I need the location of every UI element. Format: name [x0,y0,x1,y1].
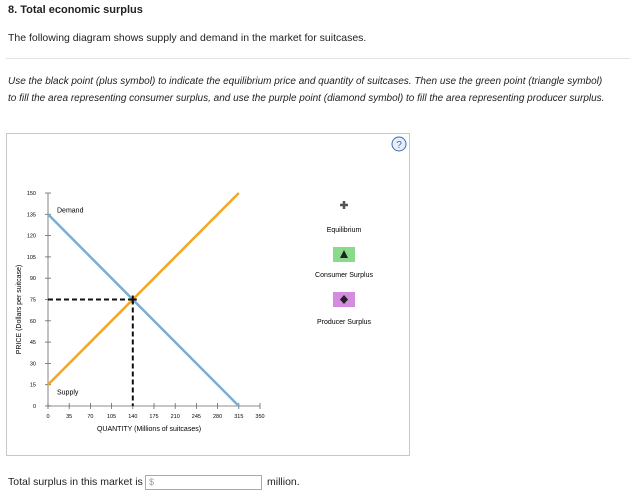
y-axis-label: PRICE (Dollars per suitcase) [16,265,23,354]
line [47,213,240,407]
triangle-icon[interactable] [340,250,348,258]
tool-label[interactable]: Equilibrium [327,227,362,234]
line [47,192,240,386]
x-tick-label: 210 [171,414,180,420]
footer-text: Total surplus in this market is [8,476,143,488]
unit-text: million. [267,476,300,488]
producer-surplus-tool[interactable]: Producer Surplus [317,292,372,326]
equilibrium-point [128,295,137,304]
tool-label[interactable]: Producer Surplus [317,319,372,326]
x-tick-label: 105 [107,414,116,420]
x-tick-label: 315 [234,414,243,420]
x-tick-label: 140 [128,414,137,420]
diamond-icon[interactable] [340,295,348,304]
y-tick-label: 0 [33,404,36,410]
y-tick-label: 105 [27,255,36,261]
plus-icon[interactable] [340,201,348,209]
instructions: Use the black point (plus symbol) to ind… [8,76,605,104]
answer-input[interactable]: $ [145,475,262,490]
y-tick-label: 120 [27,234,36,240]
y-tick-label: 60 [30,319,36,325]
y-tick-label: 75 [30,298,36,304]
x-tick-label: 70 [87,414,93,420]
y-tick-label: 45 [30,340,36,346]
x-tick-label: 245 [192,414,201,420]
consumer-surplus-tool[interactable]: Consumer Surplus [315,247,373,279]
help-button[interactable]: ? [391,136,407,152]
x-tick-label: 175 [149,414,158,420]
question-title: 8. Total economic surplus [8,4,143,16]
intro-text: The following diagram shows supply and d… [8,32,367,44]
y-tick-label: 135 [27,212,36,218]
graph-panel: ? Equilibrium Consumer Surplus Producer … [6,133,410,456]
y-tick-label: 150 [27,191,36,197]
y-tick-label: 15 [30,383,36,389]
chart: ? Equilibrium Consumer Surplus Producer … [16,136,407,433]
series-label: Demand [57,207,84,214]
help-icon[interactable]: ? [396,140,402,151]
y-tick-label: 30 [30,361,36,367]
x-tick-label: 350 [255,414,264,420]
x-tick-label: 280 [213,414,222,420]
x-axis-label: QUANTITY (Millions of suitcases) [97,426,201,433]
y-tick-label: 90 [30,276,36,282]
series-label: Supply [57,390,79,397]
x-tick-label: 35 [66,414,72,420]
equilibrium-tool[interactable]: Equilibrium [327,201,362,234]
x-tick-label: 0 [46,414,49,420]
tool-label[interactable]: Consumer Surplus [315,272,373,279]
separator [6,58,630,59]
